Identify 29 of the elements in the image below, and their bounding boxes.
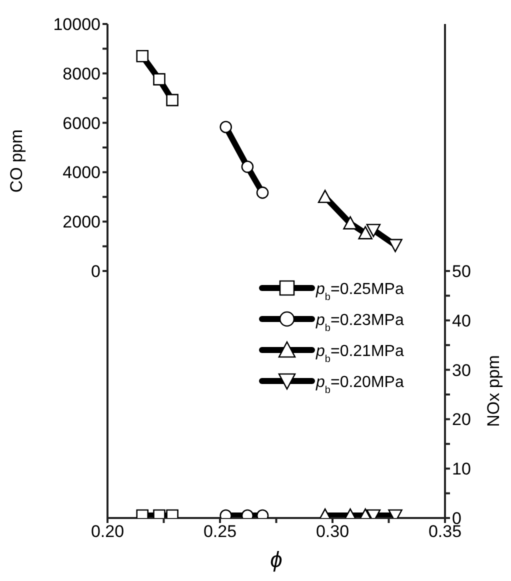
point: [256, 186, 269, 199]
x-tick-label: 0.30: [316, 522, 350, 542]
y2-tick-label: 10: [452, 460, 471, 479]
y-tick-label: 4000: [62, 163, 100, 182]
x-tick-label: 0.20: [90, 522, 124, 542]
y-tick-label: 2000: [62, 212, 100, 232]
point: [166, 94, 178, 106]
point: [136, 50, 149, 62]
x-tick-label: 0.25: [203, 522, 237, 542]
y-tick-label: 6000: [62, 114, 100, 133]
legend-label: p$_{b}$=0.23MPa: [315, 312, 404, 334]
legend-label: p$_{b}$=0.20MPa: [315, 374, 404, 396]
y-tick-label: 10000: [53, 15, 100, 34]
point: [220, 120, 232, 134]
x-axis-title: ϕ: [270, 547, 282, 572]
y2-tick-label: 40: [452, 311, 471, 330]
y-tick-label: 0: [91, 262, 100, 282]
y2-axis-title: NOx ppm: [484, 355, 504, 427]
legend-label: p$_{b}$=0.25MPa: [315, 281, 404, 302]
y-tick-label: 8000: [62, 64, 100, 84]
y-axis-title: CO ppm: [7, 129, 26, 193]
y2-tick-label: 30: [452, 360, 471, 380]
legend-label: p$_{b}$=0.21MPa: [315, 343, 404, 364]
y2-tick-label: 50: [452, 262, 471, 282]
point: [343, 216, 358, 230]
point: [153, 73, 166, 86]
y2-tick-label: 20: [452, 410, 471, 430]
point: [241, 160, 254, 173]
point: [318, 190, 332, 204]
